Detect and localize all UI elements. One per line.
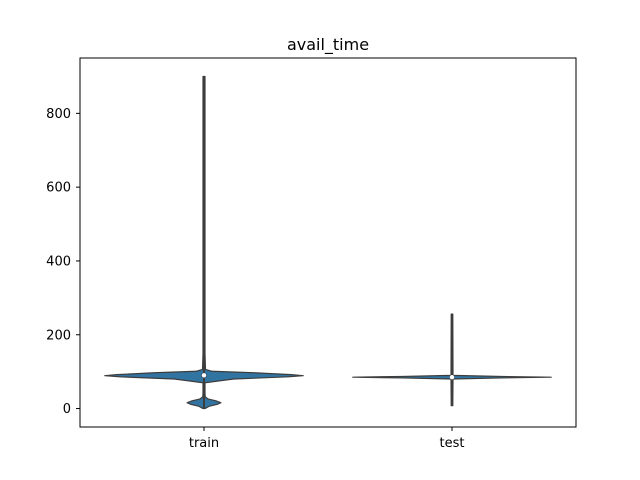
y-tick-label: 200 xyxy=(46,328,71,343)
x-tick-label: train xyxy=(189,436,219,451)
x-axis: train test xyxy=(189,427,465,451)
violin-median-test xyxy=(449,374,455,380)
violin-group xyxy=(104,75,552,410)
violin-median-train xyxy=(201,373,207,378)
y-tick-label: 800 xyxy=(46,107,71,122)
x-tick-label: test xyxy=(440,436,465,451)
y-axis: 0 200 400 600 800 xyxy=(46,107,80,417)
plot-frame xyxy=(79,57,577,428)
y-tick-label: 600 xyxy=(46,181,71,196)
y-tick-label: 0 xyxy=(63,402,71,417)
y-tick-label: 400 xyxy=(46,254,71,269)
chart-title: avail_time xyxy=(287,35,369,55)
